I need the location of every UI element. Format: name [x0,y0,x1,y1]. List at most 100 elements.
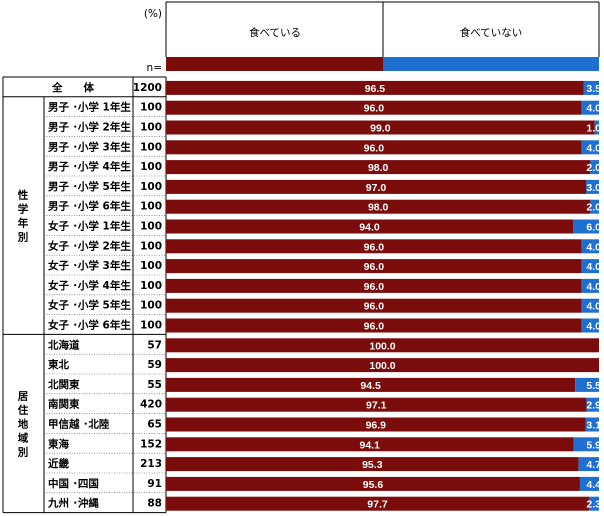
bar-eating [166,278,582,293]
bar-not-eating [573,437,599,452]
data-label-eating: 100.0 [369,360,395,372]
row-n: 100 [140,280,162,292]
bar-eating [166,377,576,392]
bar-eating [166,80,584,95]
row-n: 1200 [133,82,162,94]
row-n: 59 [147,359,162,371]
row-label: 甲信越 ･北陸 [48,418,110,431]
row-n: 100 [140,260,162,272]
row-label: 近畿 [48,457,69,470]
data-label-eating: 96.0 [364,281,385,293]
data-label-not-eating: 4.0 [586,321,601,333]
bar-not-eating [579,476,599,491]
row-label: 南関東 [48,398,80,411]
row-label: 男子 ･小学 6年生 [48,200,131,213]
bar-eating [166,179,587,194]
row-n: 100 [140,161,162,173]
row-label: 北関東 [48,378,80,391]
data-label-not-eating: 2.9 [586,400,601,412]
row-n: 213 [140,458,162,470]
bar-eating [166,437,574,452]
data-label-eating: 94.5 [360,380,381,392]
row-n: 65 [147,419,162,431]
row-label: 男子 ･小学 1年生 [48,101,131,114]
data-label-eating: 95.3 [362,459,383,471]
row-label: 女子 ･小学 4年生 [48,279,131,292]
data-label-not-eating: 3.0 [586,182,601,194]
bar-eating [166,397,587,412]
unit-label: (%) [144,8,162,20]
data-label-eating: 96.0 [364,241,385,253]
bar-eating [166,338,599,353]
bar-not-eating [581,259,599,274]
bar-not-eating [585,417,599,432]
row-n: 55 [147,379,162,391]
bar-eating [166,496,590,511]
row-n: 100 [140,240,162,252]
data-label-not-eating: 4.0 [586,142,601,154]
row-n: 100 [140,102,162,114]
row-label: 北海道 [48,338,80,351]
row-label: 男子 ･小学 4年生 [48,160,131,173]
bar-eating [166,457,579,472]
group-label-char: 域 [18,432,29,445]
row-label: 九州 ･沖縄 [47,497,99,510]
bar-not-eating [573,219,599,234]
legend-label-eating: 食べている [249,26,301,39]
row-label: 女子 ･小学 3年生 [48,259,131,272]
group-label-char: 学 [18,203,29,216]
bar-not-eating [578,457,599,472]
group-label-char: 居 [18,391,29,403]
data-label-eating: 100.0 [369,340,395,352]
row-label: 東北 [48,358,69,371]
bar-not-eating [581,318,599,333]
data-label-eating: 96.9 [366,420,387,432]
bar-not-eating [586,179,599,194]
data-label-not-eating: 5.5 [586,380,601,392]
data-label-eating: 97.1 [366,400,387,412]
bar-eating [166,259,582,274]
bar-eating [166,140,582,155]
legend-swatch-not-eating [383,57,599,71]
data-label-not-eating: 6.0 [586,222,601,234]
bar-eating [166,239,582,254]
data-label-eating: 96.0 [364,142,385,154]
data-label-not-eating: 4.4 [586,479,601,491]
bar-not-eating [590,199,599,214]
bar-not-eating [590,160,599,175]
row-n: 100 [140,201,162,213]
row-n: 420 [140,399,162,411]
bar-eating [166,417,586,432]
data-label-not-eating: 3.5 [586,83,601,95]
bar-eating [166,120,595,135]
row-label: 女子 ･小学 6年生 [48,319,131,332]
data-label-eating: 94.0 [359,222,380,234]
data-label-eating: 98.0 [368,162,389,174]
data-label-not-eating: 4.0 [586,261,601,273]
bar-eating [166,199,591,214]
bar-not-eating [575,377,599,392]
bar-not-eating [589,496,599,511]
row-label: 女子 ･小学 5年生 [48,299,131,312]
data-label-eating: 97.7 [367,499,388,511]
data-label-not-eating: 2.0 [586,162,601,174]
data-label-not-eating: 2.3 [586,499,601,511]
row-n: 100 [140,181,162,193]
data-label-not-eating: 4.0 [586,103,601,115]
row-n: 100 [140,300,162,312]
row-n: 152 [140,438,162,450]
data-label-not-eating: 3.1 [586,420,601,432]
row-n: 57 [147,339,162,351]
bar-not-eating [581,239,599,254]
row-label: 女子 ･小学 2年生 [48,239,131,252]
data-label-eating: 95.6 [363,479,384,491]
row-n: 100 [140,221,162,233]
data-label-not-eating: 4.0 [586,301,601,313]
group-label-char: 性 [18,189,29,202]
data-label-not-eating: 5.9 [586,439,601,451]
bar-not-eating [594,120,599,135]
bar-eating [166,219,574,234]
row-label: 全 体 [51,81,94,94]
row-label: 男子 ･小学 3年生 [48,140,131,153]
group-label-char: 住 [18,404,29,417]
